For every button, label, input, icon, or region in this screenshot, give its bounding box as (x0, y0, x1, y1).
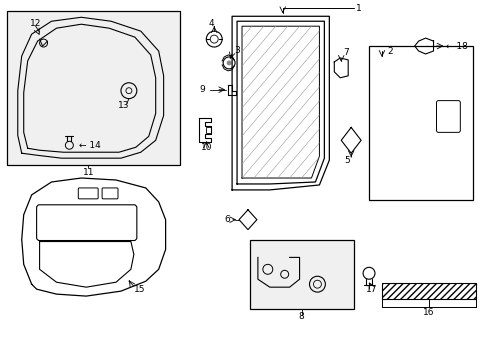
Text: 2: 2 (386, 46, 392, 55)
Bar (381, 283, 475, 299)
Bar (206, 127, 211, 133)
Bar (249, 239, 353, 309)
Text: ← 14: ← 14 (79, 141, 101, 150)
FancyBboxPatch shape (436, 100, 459, 132)
Text: 15: 15 (134, 285, 145, 294)
Text: ← 18: ← 18 (446, 41, 468, 50)
Text: 9: 9 (199, 85, 205, 94)
Circle shape (226, 60, 231, 66)
Bar (368, 46, 472, 200)
Text: 17: 17 (366, 285, 377, 294)
Bar (7, 11, 180, 165)
FancyBboxPatch shape (102, 188, 118, 199)
Text: 16: 16 (423, 309, 434, 318)
FancyBboxPatch shape (37, 205, 137, 240)
Text: 7: 7 (343, 49, 348, 58)
FancyBboxPatch shape (78, 188, 98, 199)
Text: 8: 8 (298, 312, 304, 321)
Text: 12: 12 (30, 19, 41, 28)
Text: 11: 11 (82, 167, 94, 176)
Text: 1: 1 (355, 4, 361, 13)
Text: 10: 10 (200, 143, 212, 152)
Text: 3: 3 (234, 45, 240, 54)
Text: 13: 13 (118, 101, 129, 110)
Text: 4: 4 (208, 19, 214, 28)
Text: 6: 6 (224, 215, 230, 224)
Text: 5: 5 (344, 156, 349, 165)
